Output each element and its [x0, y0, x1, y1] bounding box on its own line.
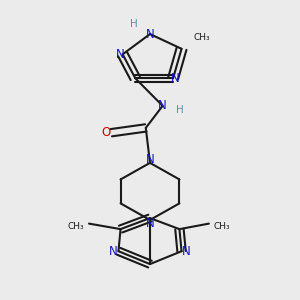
- Text: N: N: [171, 72, 180, 85]
- Text: N: N: [146, 28, 154, 40]
- Text: N: N: [182, 245, 191, 258]
- Text: CH₃: CH₃: [193, 32, 210, 41]
- Text: N: N: [146, 217, 154, 230]
- Text: H: H: [176, 104, 183, 115]
- Text: CH₃: CH₃: [67, 222, 84, 231]
- Text: H: H: [130, 19, 138, 29]
- Text: N: N: [109, 245, 118, 258]
- Text: CH₃: CH₃: [214, 222, 231, 231]
- Text: N: N: [146, 153, 154, 166]
- Text: O: O: [102, 126, 111, 139]
- Text: N: N: [158, 99, 167, 112]
- Text: N: N: [116, 48, 125, 61]
